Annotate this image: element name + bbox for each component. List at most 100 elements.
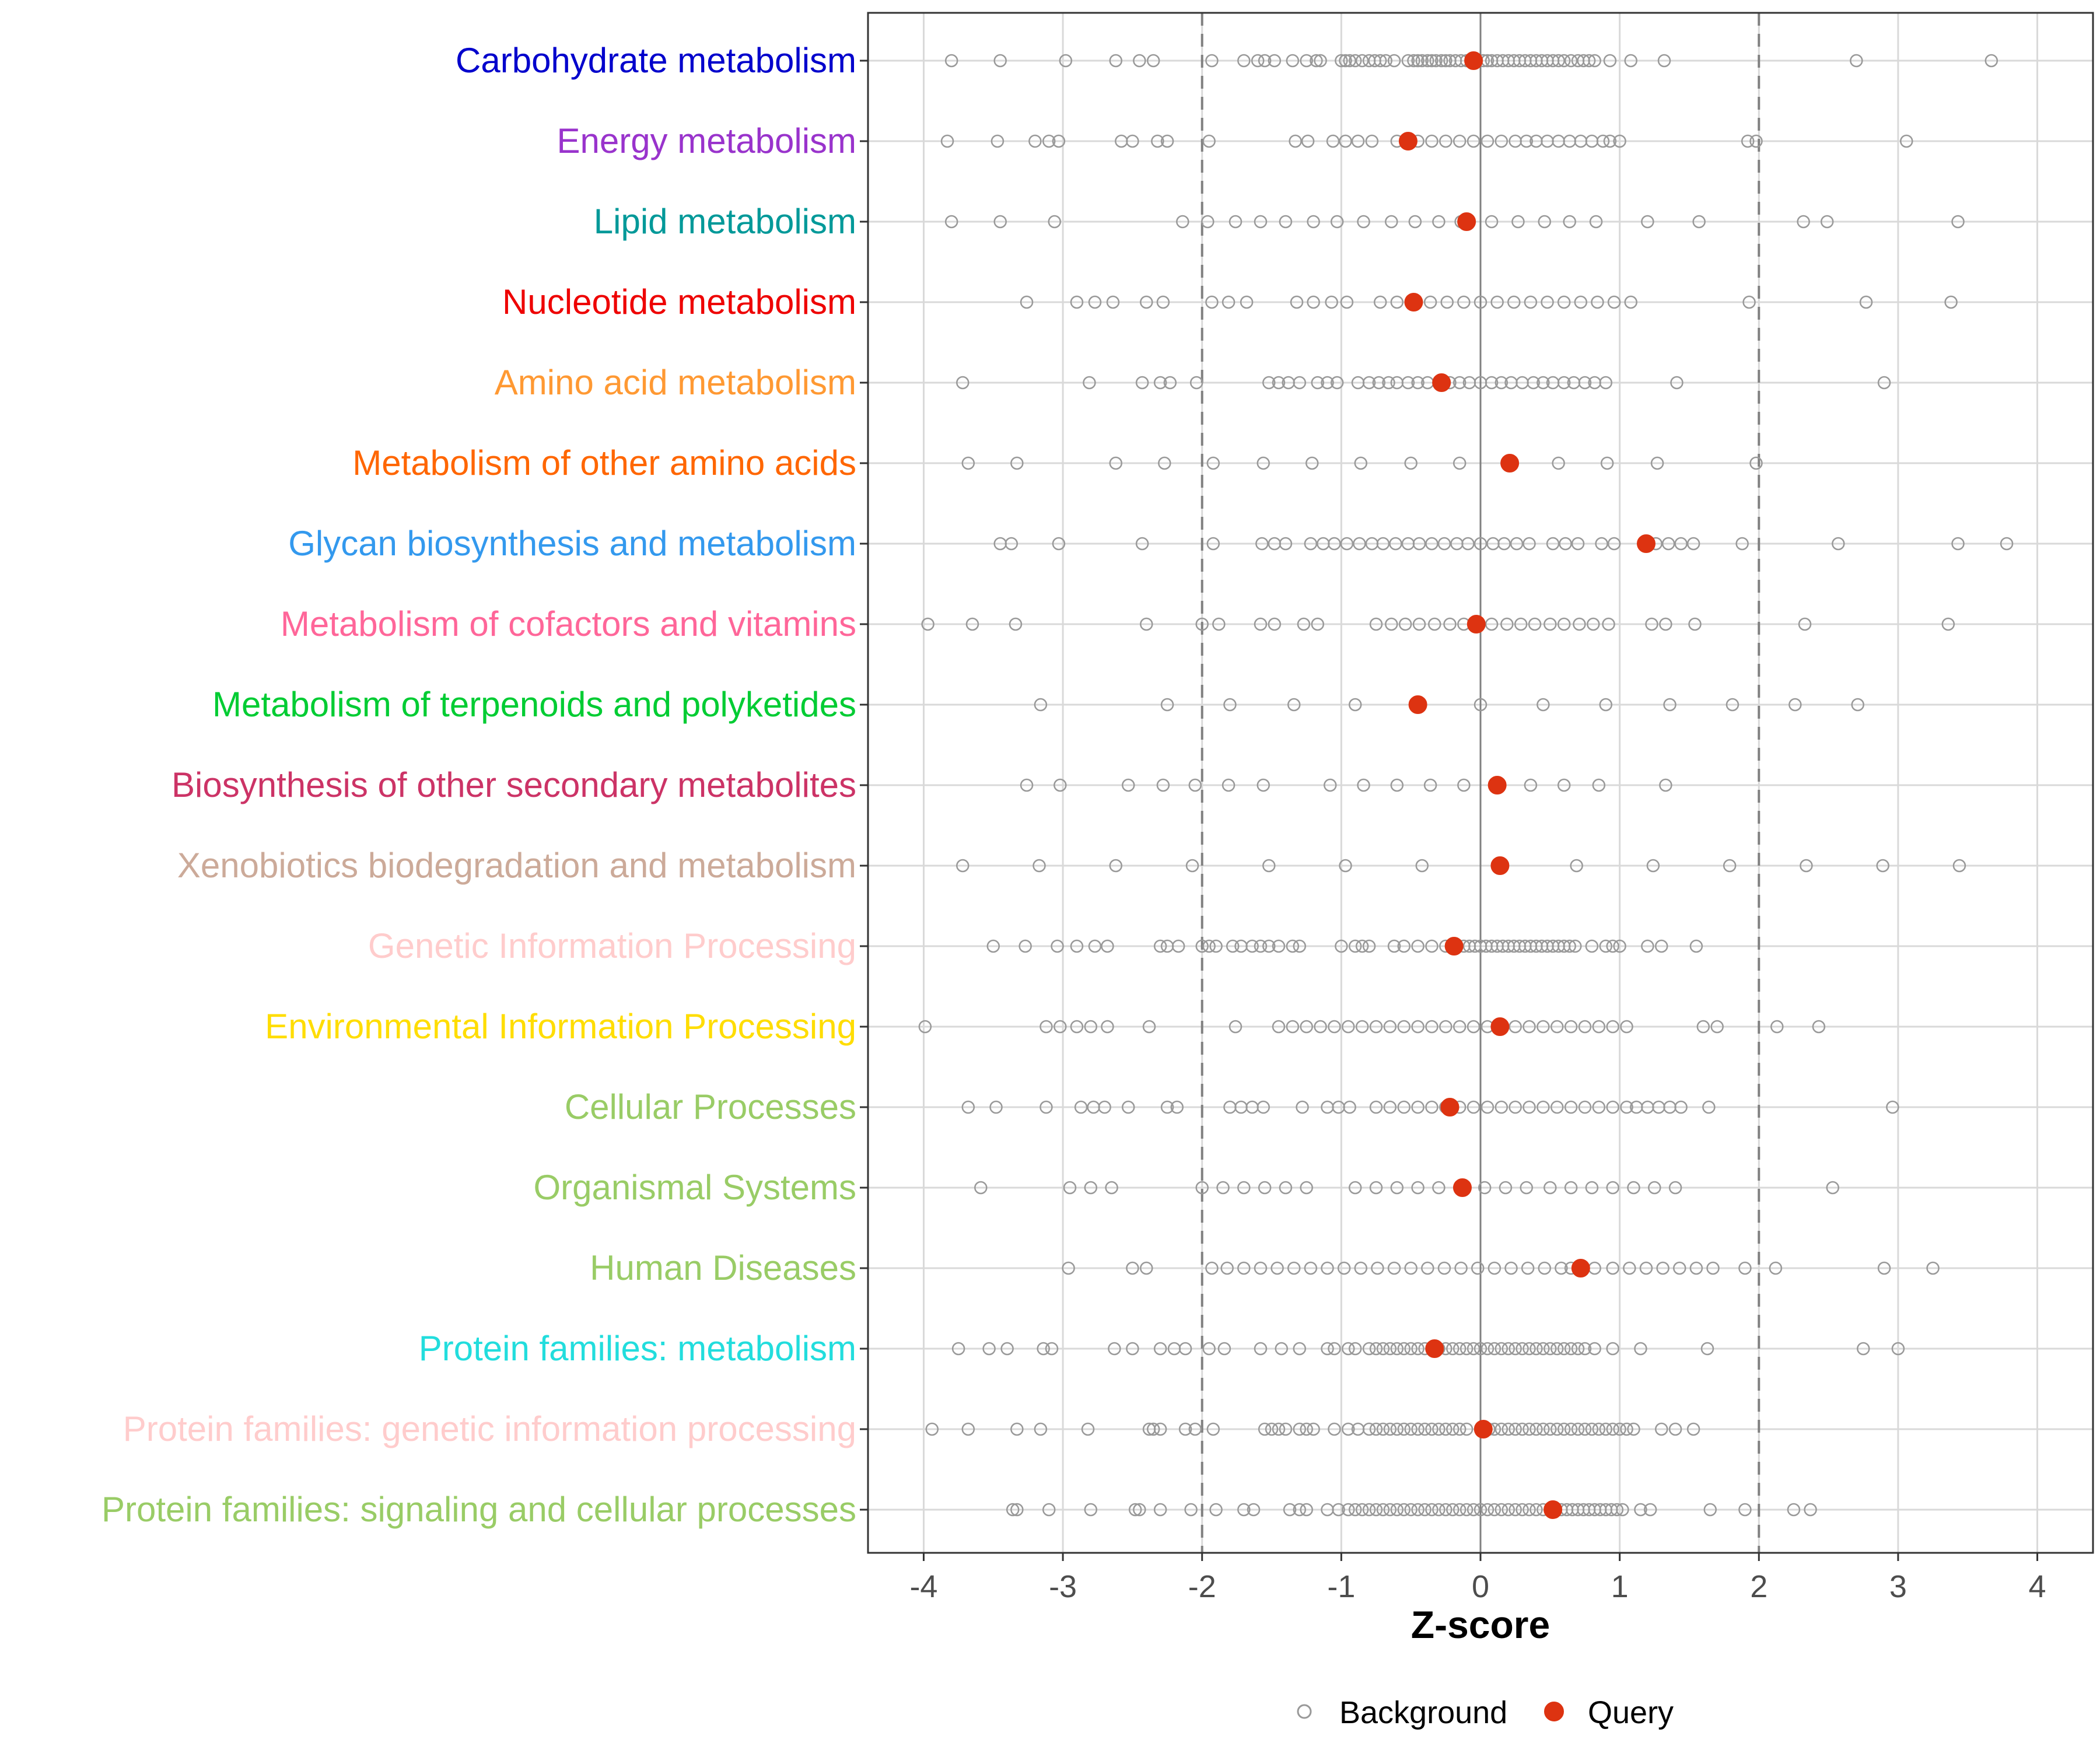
background-point xyxy=(1160,134,1174,148)
background-point xyxy=(1488,1342,1502,1356)
legend-query-marker xyxy=(1544,1702,1564,1721)
background-point xyxy=(1514,617,1528,631)
background-point xyxy=(1105,1181,1118,1195)
query-point xyxy=(1490,856,1510,875)
category-label: Environmental Information Processing xyxy=(265,1007,856,1046)
background-point xyxy=(1293,1342,1307,1356)
background-point xyxy=(1466,1342,1480,1356)
background-point xyxy=(1599,698,1613,712)
background-point xyxy=(1311,617,1325,631)
background-point xyxy=(1279,1181,1293,1195)
background-point xyxy=(1170,1100,1184,1114)
background-point xyxy=(1460,1503,1474,1517)
background-point xyxy=(1272,376,1286,390)
background-point xyxy=(1379,54,1392,68)
background-point xyxy=(1220,1261,1234,1275)
background-point xyxy=(1432,1503,1446,1517)
background-point xyxy=(1335,54,1348,68)
background-point xyxy=(1262,376,1276,390)
background-point xyxy=(1052,537,1066,551)
background-point xyxy=(1122,1100,1135,1114)
background-point xyxy=(1390,778,1404,792)
background-point xyxy=(1634,1342,1647,1356)
background-point xyxy=(1876,859,1889,873)
background-point xyxy=(1306,456,1319,470)
background-point xyxy=(1656,1261,1670,1275)
background-point xyxy=(1627,1181,1640,1195)
background-point xyxy=(1480,1342,1494,1356)
background-point xyxy=(1357,215,1370,229)
x-tick-label: 2 xyxy=(1750,1569,1768,1604)
background-point xyxy=(1054,778,1067,792)
background-point xyxy=(1348,54,1362,68)
background-point xyxy=(1508,1100,1522,1114)
legend: Background Query xyxy=(1297,1695,1674,1730)
background-point xyxy=(1466,1020,1480,1034)
background-point xyxy=(1223,698,1237,712)
background-point xyxy=(1106,295,1120,309)
background-point xyxy=(1541,295,1554,309)
background-point xyxy=(1126,1261,1139,1275)
background-point xyxy=(1126,1342,1139,1356)
background-point xyxy=(1700,1342,1714,1356)
background-point xyxy=(1342,1422,1355,1436)
background-point xyxy=(1348,1503,1362,1517)
background-point xyxy=(1372,376,1386,390)
background-point xyxy=(1206,1422,1220,1436)
background-point xyxy=(921,617,935,631)
background-point xyxy=(1383,1100,1397,1114)
background-point xyxy=(1474,295,1488,309)
background-point xyxy=(1081,1422,1095,1436)
background-point xyxy=(1578,1100,1592,1114)
background-point xyxy=(1555,1261,1568,1275)
background-point xyxy=(1703,1503,1717,1517)
background-point xyxy=(925,1422,939,1436)
background-point xyxy=(1401,376,1415,390)
query-point xyxy=(1636,534,1656,553)
background-point xyxy=(1293,1422,1307,1436)
background-point xyxy=(1270,1261,1284,1275)
background-point xyxy=(1522,537,1536,551)
background-point xyxy=(1654,939,1668,953)
background-point xyxy=(1859,295,1873,309)
background-point xyxy=(1606,1261,1619,1275)
background-point xyxy=(1293,376,1307,390)
x-tick-label: -2 xyxy=(1188,1569,1216,1604)
background-point xyxy=(1062,1261,1075,1275)
query-point xyxy=(1398,132,1418,150)
background-point xyxy=(1098,1100,1111,1114)
background-point xyxy=(1578,376,1592,390)
background-point xyxy=(1300,1020,1313,1034)
background-point xyxy=(1005,537,1019,551)
background-point xyxy=(1429,54,1443,68)
background-point xyxy=(1369,1181,1383,1195)
background-point xyxy=(1696,1020,1710,1034)
background-point xyxy=(1812,1020,1826,1034)
background-point xyxy=(1328,537,1341,551)
background-point xyxy=(1522,1422,1536,1436)
background-point xyxy=(1411,54,1424,68)
background-point xyxy=(1563,215,1576,229)
background-point xyxy=(1674,537,1688,551)
background-point xyxy=(961,456,975,470)
background-point xyxy=(1339,54,1352,68)
background-point xyxy=(1296,1100,1309,1114)
background-point xyxy=(1606,1181,1619,1195)
background-point xyxy=(1571,537,1585,551)
background-point xyxy=(1293,1503,1307,1517)
background-point xyxy=(1340,537,1354,551)
background-point xyxy=(1603,54,1617,68)
background-point xyxy=(1457,778,1471,792)
background-point xyxy=(1176,215,1189,229)
background-point xyxy=(1330,215,1344,229)
background-point xyxy=(1369,1020,1383,1034)
background-point xyxy=(1578,1342,1592,1356)
background-point xyxy=(1516,1503,1529,1517)
background-point xyxy=(1804,1503,1817,1517)
background-point xyxy=(944,54,958,68)
background-point xyxy=(1480,1503,1494,1517)
background-point xyxy=(1507,295,1521,309)
background-point xyxy=(1432,215,1446,229)
background-point xyxy=(1304,537,1318,551)
background-point xyxy=(1599,376,1613,390)
